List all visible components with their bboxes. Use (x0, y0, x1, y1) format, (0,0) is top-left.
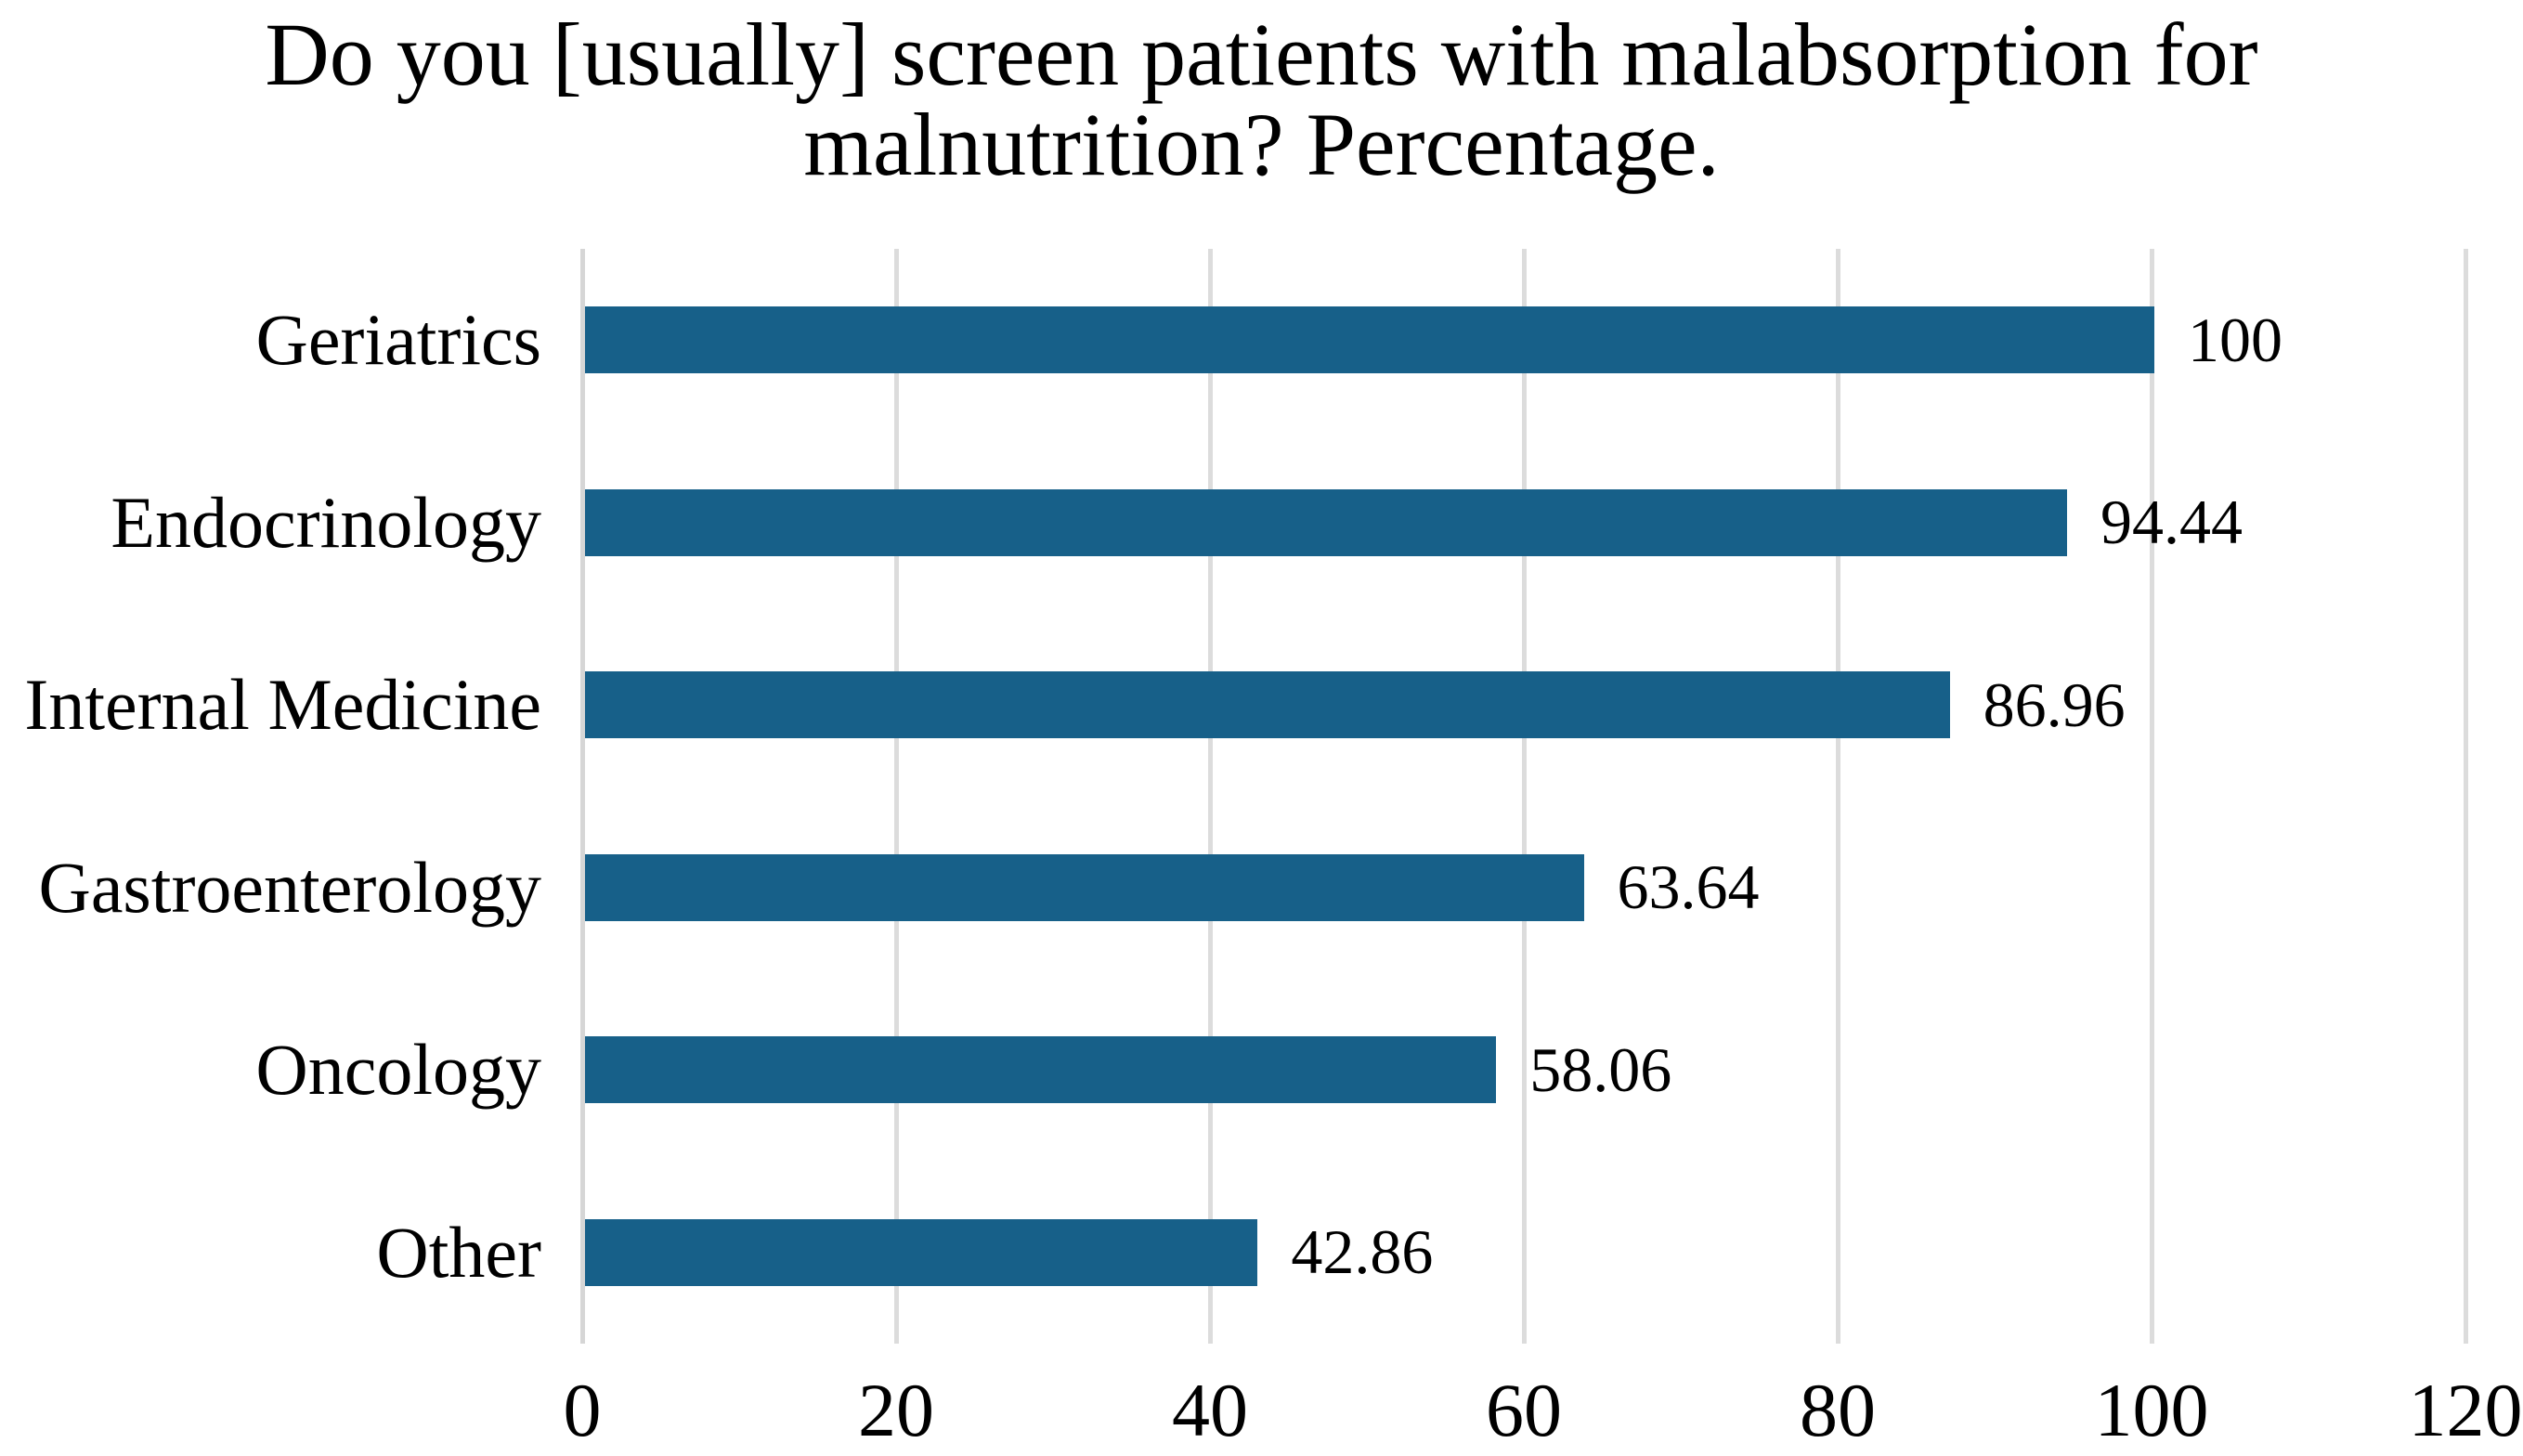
x-tick-label-0: 0 (563, 1368, 602, 1452)
value-label-oncology: 58.06 (1529, 1034, 1672, 1105)
bar-gastroenterology (585, 853, 1584, 921)
x-tick-label-60: 60 (1486, 1368, 1562, 1452)
x-tick-label-120: 120 (2408, 1368, 2523, 1452)
category-label-other: Other (376, 1211, 541, 1293)
bar-geriatrics (585, 306, 2154, 374)
x-tick-label-100: 100 (2094, 1368, 2209, 1452)
value-label-internal-medicine: 86.96 (1983, 669, 2126, 740)
category-label-internal-medicine: Internal Medicine (24, 664, 541, 746)
value-label-endocrinology: 94.44 (2100, 487, 2243, 558)
x-gridline-80 (1835, 249, 1840, 1344)
value-label-gastroenterology: 63.64 (1617, 852, 1760, 923)
x-gridline-40 (1207, 249, 1213, 1344)
bar-other (585, 1218, 1258, 1286)
category-label-endocrinology: Endocrinology (111, 481, 541, 563)
x-gridline-120 (2463, 249, 2468, 1344)
chart-title-line-1: Do you [usually] screen patients with ma… (265, 5, 2258, 104)
value-label-other: 42.86 (1291, 1216, 1434, 1288)
bar-internal-medicine (585, 671, 1950, 739)
category-label-geriatrics: Geriatrics (255, 299, 541, 381)
y-axis-line (579, 249, 585, 1344)
chart-title: Do you [usually] screen patients with ma… (0, 9, 2523, 189)
x-gridline-60 (1521, 249, 1527, 1344)
bar-endocrinology (585, 488, 2068, 556)
x-tick-label-80: 80 (1800, 1368, 1876, 1452)
x-gridline-20 (893, 249, 899, 1344)
chart-title-line-2: malnutrition? Percentage. (803, 95, 1720, 194)
x-gridline-100 (2149, 249, 2154, 1344)
category-label-gastroenterology: Gastroenterology (38, 846, 541, 928)
x-tick-label-20: 20 (858, 1368, 934, 1452)
value-label-geriatrics: 100 (2188, 304, 2282, 375)
bar-oncology (585, 1036, 1497, 1104)
x-tick-label-40: 40 (1172, 1368, 1248, 1452)
category-label-oncology: Oncology (255, 1029, 541, 1111)
